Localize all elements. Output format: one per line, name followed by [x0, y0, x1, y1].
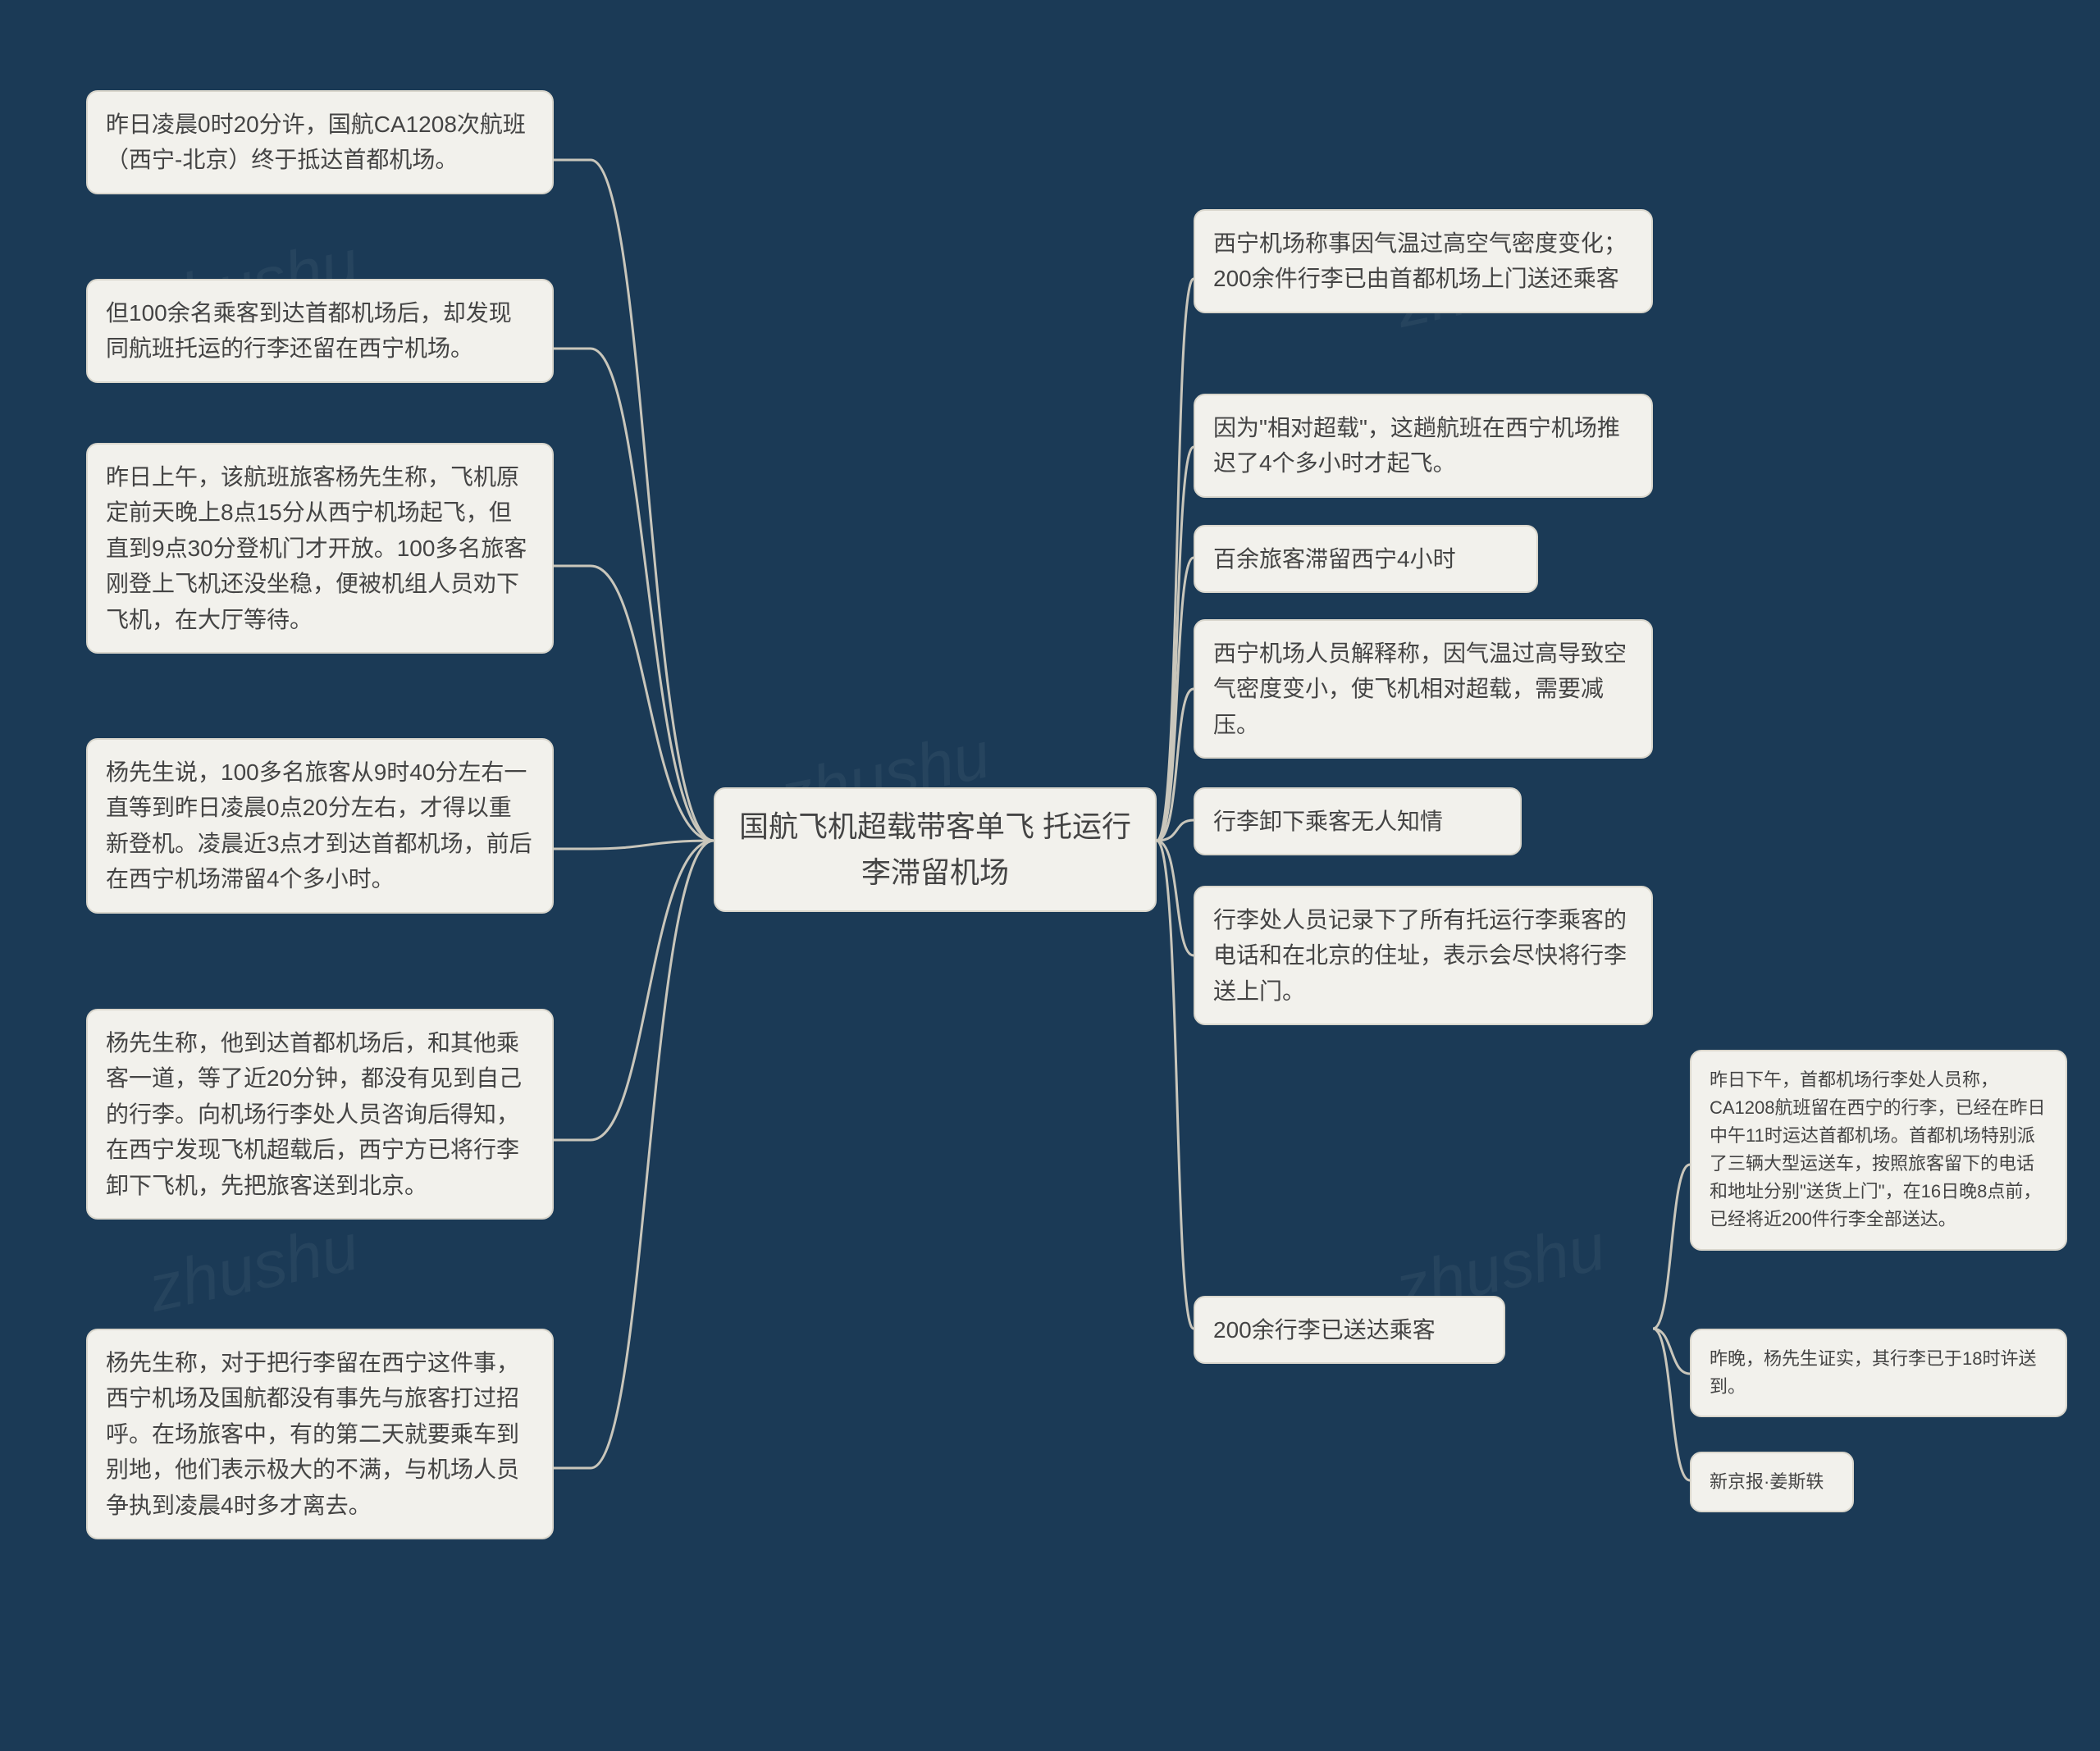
- right-sub-node-3: 新京报·姜斯轶: [1690, 1452, 1854, 1512]
- left-node-3: 昨日上午，该航班旅客杨先生称，飞机原定前天晚上8点15分从西宁机场起飞，但直到9…: [86, 443, 554, 654]
- right-node-4: 西宁机场人员解释称，因气温过高导致空气密度变小，使飞机相对超载，需要减压。: [1194, 619, 1653, 759]
- left-node-2: 但100余名乘客到达首都机场后，却发现同航班托运的行李还留在西宁机场。: [86, 279, 554, 383]
- right-node-3: 百余旅客滞留西宁4小时: [1194, 525, 1538, 593]
- right-sub-node-1: 昨日下午，首都机场行李处人员称，CA1208航班留在西宁的行李，已经在昨日中午1…: [1690, 1050, 2067, 1251]
- right-node-2: 因为"相对超载"，这趟航班在西宁机场推迟了4个多小时才起飞。: [1194, 394, 1653, 498]
- watermark: zhushu: [142, 1209, 364, 1327]
- center-topic: 国航飞机超载带客单飞 托运行李滞留机场: [714, 787, 1157, 912]
- left-node-4: 杨先生说，100多名旅客从9时40分左右一直等到昨日凌晨0点20分左右，才得以重…: [86, 738, 554, 914]
- left-node-1: 昨日凌晨0时20分许，国航CA1208次航班（西宁-北京）终于抵达首都机场。: [86, 90, 554, 194]
- left-node-5: 杨先生称，他到达首都机场后，和其他乘客一道，等了近20分钟，都没有见到自己的行李…: [86, 1009, 554, 1220]
- left-node-6: 杨先生称，对于把行李留在西宁这件事，西宁机场及国航都没有事先与旅客打过招呼。在场…: [86, 1329, 554, 1539]
- right-node-5: 行李卸下乘客无人知情: [1194, 787, 1522, 855]
- right-node-1: 西宁机场称事因气温过高空气密度变化；200余件行李已由首都机场上门送还乘客: [1194, 209, 1653, 313]
- right-node-6: 行李处人员记录下了所有托运行李乘客的电话和在北京的住址，表示会尽快将行李送上门。: [1194, 886, 1653, 1025]
- right-sub-node-2: 昨晚，杨先生证实，其行李已于18时许送到。: [1690, 1329, 2067, 1417]
- right-node-7: 200余行李已送达乘客: [1194, 1296, 1505, 1364]
